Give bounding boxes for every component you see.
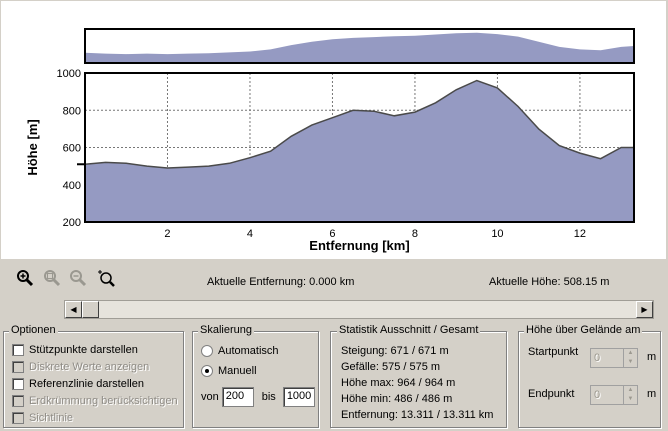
zoom-in-icon[interactable] [15, 268, 35, 288]
startpunkt-unit: m [647, 351, 657, 363]
endpunkt-label: Endpunkt [528, 388, 575, 400]
scroll-left-button[interactable]: ◀ [65, 301, 82, 318]
spin-up-icon: ▲ [627, 350, 634, 356]
arrow-right-icon: ▶ [641, 305, 648, 314]
von-input[interactable]: 200 [221, 387, 254, 407]
bis-label: bis [261, 391, 276, 403]
zoom-fit-icon [42, 268, 62, 288]
y-tick-label: 600 [63, 143, 81, 155]
y-tick-label: 800 [63, 105, 81, 117]
range-row: von 200 bis 1000 [201, 387, 315, 407]
automatisch-label: Automatisch [218, 345, 279, 357]
current-distance-readout: Aktuelle Entfernung: 0.000 km [207, 276, 355, 288]
x-tick-label: 12 [574, 228, 586, 240]
x-tick-label: 4 [247, 228, 253, 240]
x-axis-label: Entfernung [km] [309, 238, 409, 253]
manuell-label: Manuell [218, 365, 257, 377]
skalierung-title: Skalierung [198, 324, 254, 336]
overview-chart[interactable] [1, 1, 666, 67]
skalierung-group: Skalierung Automatisch Manuell von 200 b… [192, 324, 319, 428]
spin-down-icon: ▼ [627, 359, 634, 365]
radio-manuell-row[interactable]: Manuell [201, 365, 257, 377]
gelaende-title: Höhe über Gelände am [524, 324, 643, 336]
x-tick-label: 2 [164, 228, 170, 240]
y-tick-label: 200 [63, 217, 81, 229]
radio-selected-dot [205, 369, 209, 373]
horizontal-scrollbar[interactable]: ◀ ▶ [64, 300, 654, 319]
x-tick-label: 8 [412, 228, 418, 240]
von-label: von [201, 391, 219, 403]
stuetzpunkte-label: Stützpunkte darstellen [29, 344, 138, 356]
sichtlinie-checkbox [12, 412, 24, 424]
gelaende-group: Höhe über Gelände am Startpunkt 0 ▲ ▼ m E… [518, 324, 661, 428]
spin-down-icon: ▼ [627, 396, 634, 402]
stuetzpunkte-checkbox[interactable] [12, 344, 24, 356]
y-tick-label: 1000 [57, 68, 81, 80]
hoehe-min-value: Höhe min: 486 / 486 m [341, 393, 453, 405]
plot-frame [84, 72, 635, 223]
x-tick-label: 10 [491, 228, 503, 240]
manuell-radio[interactable] [201, 365, 213, 377]
statistik-group: Statistik Ausschnitt / Gesamt Steigung: … [330, 324, 507, 428]
diskrete-werte-label: Diskrete Werte anzeigen [29, 361, 150, 373]
endpunkt-unit: m [647, 388, 657, 400]
option-erdkruemmung: Erdkrümmung berücksichtigen [12, 395, 178, 407]
y-tick-label: 400 [63, 180, 81, 192]
endpunkt-spinner: 0 ▲ ▼ [590, 385, 638, 405]
scroll-right-button[interactable]: ▶ [636, 301, 653, 318]
arrow-left-icon: ◀ [70, 305, 77, 314]
diskrete-werte-checkbox [12, 361, 24, 373]
overview-frame [84, 28, 635, 64]
erdkruemmung-checkbox [12, 395, 24, 407]
x-tick-label: 6 [329, 228, 335, 240]
spin-up-icon: ▲ [627, 387, 634, 393]
radio-automatisch-row[interactable]: Automatisch [201, 345, 279, 357]
zoom-add-icon[interactable] [96, 268, 116, 288]
erdkruemmung-label: Erdkrümmung berücksichtigen [29, 395, 178, 407]
optionen-title: Optionen [9, 324, 58, 336]
bis-input[interactable]: 1000 [282, 387, 315, 407]
referenzlinie-label: Referenzlinie darstellen [29, 378, 144, 390]
steigung-value: Steigung: 671 / 671 m [341, 345, 449, 357]
option-sichtlinie: Sichtlinie [12, 412, 73, 424]
option-referenzlinie[interactable]: Referenzlinie darstellen [12, 378, 144, 390]
entfernung-value: Entfernung: 13.311 / 13.311 km [341, 409, 494, 421]
option-stuetzpunkte[interactable]: Stützpunkte darstellen [12, 344, 138, 356]
endpunkt-value: 0 [594, 389, 601, 401]
elevation-area [85, 80, 634, 222]
startpunkt-value: 0 [594, 352, 601, 364]
statistik-title: Statistik Ausschnitt / Gesamt [337, 324, 481, 336]
scroll-thumb[interactable] [82, 301, 99, 318]
option-diskrete-werte: Diskrete Werte anzeigen [12, 361, 149, 373]
zoom-out-icon [68, 268, 88, 288]
optionen-group: Optionen Stützpunkte darstellen Diskrete… [3, 324, 184, 428]
automatisch-radio[interactable] [201, 345, 213, 357]
referenzlinie-checkbox[interactable] [12, 378, 24, 390]
overview-area [85, 32, 634, 63]
hoehe-max-value: Höhe max: 964 / 964 m [341, 377, 456, 389]
y-axis-label: Höhe [m] [25, 119, 40, 175]
current-height-readout: Aktuelle Höhe: 508.15 m [489, 276, 610, 288]
startpunkt-spinner: 0 ▲ ▼ [590, 348, 638, 368]
profile-plot-panel: 200 400 600 800 1000 2 4 6 8 10 12 Entfernung [km] H… [1, 1, 666, 259]
sichtlinie-label: Sichtlinie [29, 412, 74, 424]
startpunkt-label: Startpunkt [528, 346, 579, 358]
elevation-line [84, 79, 634, 169]
gefaelle-value: Gefälle: 575 / 575 m [341, 361, 441, 373]
elevation-profile-chart[interactable]: 200 400 600 800 1000 2 4 6 8 10 12 Entfernung [km] H… [1, 1, 666, 259]
